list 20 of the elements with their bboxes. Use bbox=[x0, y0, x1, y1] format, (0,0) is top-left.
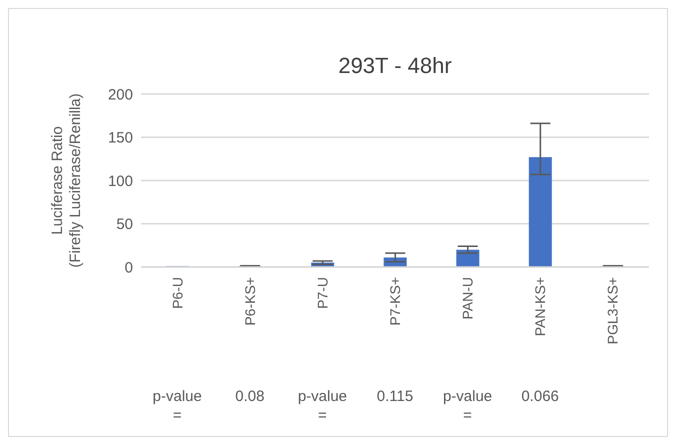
text: p-value = bbox=[442, 387, 494, 425]
text: 0.08 bbox=[234, 387, 266, 406]
text: p-value = bbox=[296, 387, 348, 425]
y-tick-label: 50 bbox=[116, 216, 133, 234]
x-tick-label: P6-U bbox=[169, 277, 186, 309]
text: p-value = bbox=[152, 387, 203, 425]
text: 0.066 bbox=[520, 387, 560, 406]
x-tick-label: PAN-KS+ bbox=[532, 277, 548, 336]
y-tick-label: 0 bbox=[124, 259, 133, 276]
x-tick-label: P6-KS+ bbox=[242, 277, 258, 326]
y-tick-label: 100 bbox=[108, 172, 133, 190]
x-tick-label: PAN-U bbox=[460, 277, 476, 320]
y-tick-label: 150 bbox=[108, 130, 133, 147]
y-tick-label: 200 bbox=[108, 86, 133, 104]
chart-title: 293T - 48hr bbox=[337, 53, 453, 79]
x-tick-label: P7-KS+ bbox=[387, 277, 403, 326]
x-tick-label: PGL3-KS+ bbox=[604, 277, 621, 344]
x-tick-label: P7-U bbox=[314, 277, 330, 309]
y-axis-title: Luciferase Ratio (Firefly Luciferase/Renilla) bbox=[49, 93, 84, 268]
text: 0.115 bbox=[376, 387, 414, 406]
